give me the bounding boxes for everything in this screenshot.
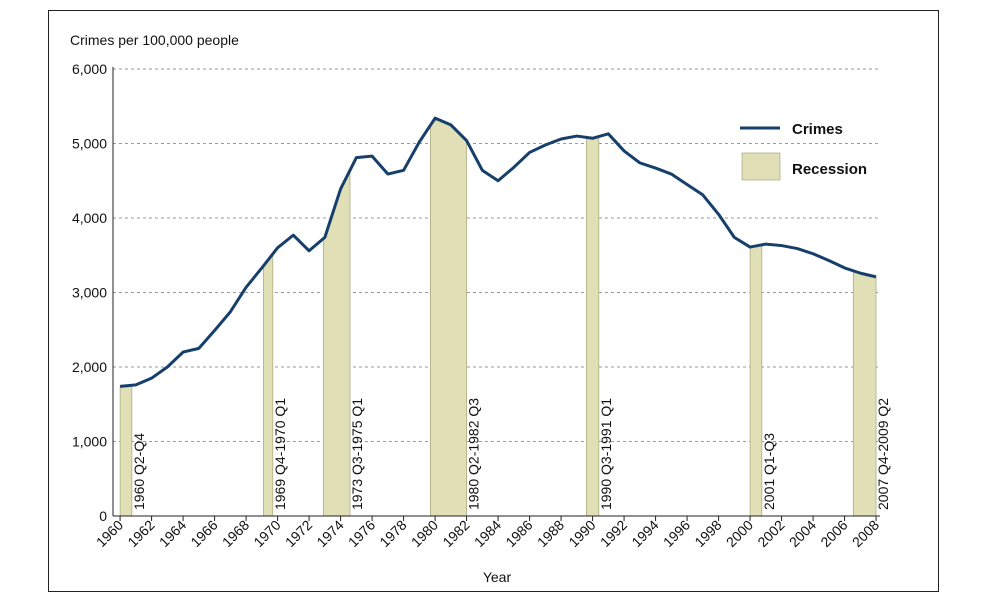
y-axis-label: Crimes per 100,000 people bbox=[70, 32, 239, 48]
y-tick-label: 6,000 bbox=[72, 61, 107, 77]
recession-label: 1969 Q4-1970 Q1 bbox=[272, 398, 288, 510]
recession-band bbox=[430, 117, 467, 517]
x-tick-label: 1982 bbox=[439, 517, 472, 550]
x-tick-label: 1994 bbox=[628, 517, 661, 550]
crime-line bbox=[119, 116, 877, 388]
recession-label: 2001 Q1-Q3 bbox=[761, 433, 777, 510]
x-tick-label: 1962 bbox=[124, 517, 157, 550]
recession-label: 2007 Q4-2009 Q2 bbox=[875, 398, 891, 510]
legend-swatch bbox=[741, 152, 781, 181]
x-tick-label: 1992 bbox=[597, 517, 630, 550]
legend-label: Recession bbox=[792, 161, 867, 178]
x-tick-label: 2008 bbox=[849, 517, 882, 550]
x-tick-label: 1990 bbox=[565, 517, 598, 550]
recession-label: 1973 Q3-1975 Q1 bbox=[349, 398, 365, 510]
x-tick-label: 2000 bbox=[723, 517, 756, 550]
x-tick-label: 1974 bbox=[313, 517, 346, 550]
legend-label: Crimes bbox=[792, 121, 843, 138]
x-tick-label: 1968 bbox=[219, 517, 252, 550]
x-tick-label: 2004 bbox=[786, 517, 819, 550]
x-tick-label: 1978 bbox=[376, 517, 409, 550]
recession-band bbox=[322, 170, 351, 517]
x-tick-label: 2002 bbox=[754, 517, 787, 550]
recession-label: 1990 Q3-1991 Q1 bbox=[598, 398, 614, 510]
x-tick-label: 1988 bbox=[534, 517, 567, 550]
x-tick-label: 1960 bbox=[93, 517, 126, 550]
recession-label: 1980 Q2-1982 Q3 bbox=[466, 398, 482, 510]
x-tick-label: 1972 bbox=[282, 517, 315, 550]
y-tick-label: 1,000 bbox=[72, 434, 107, 450]
y-tick-label: 0 bbox=[99, 508, 107, 524]
frame bbox=[48, 10, 939, 592]
x-tick-label: 1976 bbox=[345, 517, 378, 550]
y-tick-label: 3,000 bbox=[72, 285, 107, 301]
x-tick-label: 1980 bbox=[408, 517, 441, 550]
y-tick-label: 2,000 bbox=[72, 359, 107, 375]
recession-band bbox=[852, 270, 877, 517]
x-tick-label: 1998 bbox=[691, 517, 724, 550]
x-tick-label: 1964 bbox=[156, 517, 189, 550]
x-tick-label: 1966 bbox=[187, 517, 220, 550]
x-tick-label: 1970 bbox=[250, 517, 283, 550]
y-tick-label: 4,000 bbox=[72, 210, 107, 226]
y-tick-label: 5,000 bbox=[72, 136, 107, 152]
x-tick-label: 1986 bbox=[502, 517, 535, 550]
x-tick-label: 1996 bbox=[660, 517, 693, 550]
recession-label: 1960 Q2-Q4 bbox=[131, 433, 147, 510]
x-tick-label: 2006 bbox=[817, 517, 850, 550]
x-axis-label: Year bbox=[483, 569, 512, 585]
x-tick-label: 1984 bbox=[471, 517, 504, 550]
